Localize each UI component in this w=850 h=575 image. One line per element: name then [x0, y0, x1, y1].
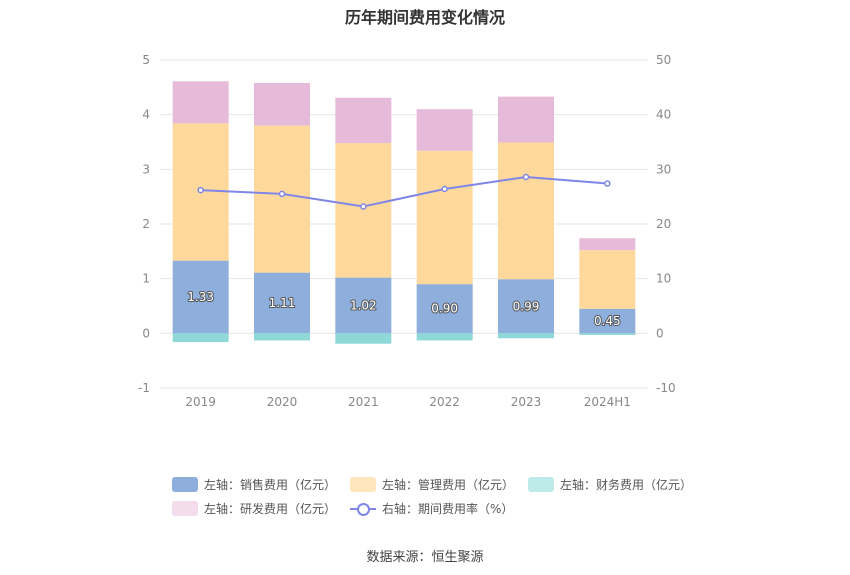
expense-ratio-point [360, 203, 367, 210]
right-axis-tick-label: 20 [656, 217, 671, 231]
left-axis-tick-label: 2 [142, 217, 150, 231]
legend-swatch-sales [172, 476, 198, 492]
bar-data-label: 0.90 [431, 302, 458, 316]
x-axis-tick-label: 2022 [429, 395, 460, 409]
expense-ratio-point [441, 185, 448, 193]
bar-segment-1 [416, 284, 473, 334]
left-axis-tick-label: 0 [142, 326, 150, 340]
bar-segment-4 [416, 109, 473, 151]
bar-segment-1 [172, 260, 229, 334]
expense-ratio-point [278, 190, 286, 198]
bar-segment-1 [335, 277, 392, 334]
left-axis-tick-label: 3 [142, 162, 150, 176]
left-axis-tick-label: 1 [142, 272, 150, 286]
right-axis-tick-label: 0 [656, 326, 664, 340]
left-axis-tick-label: 4 [142, 108, 150, 122]
bar-segment-3 [416, 333, 473, 341]
data-source: 数据来源：恒生聚源 [366, 550, 484, 565]
bar-data-label: 0.45 [594, 314, 621, 328]
legend-swatch-finance [528, 476, 555, 492]
right-axis-tick-label: 50 [656, 53, 671, 67]
bar-data-label: 0.99 [513, 299, 540, 313]
x-axis-tick-label: 2023 [511, 395, 542, 409]
legend-swatch-expense-ratio [350, 501, 377, 516]
bar-segment-2 [579, 250, 636, 309]
x-axis-tick-label: 2024H1 [584, 395, 631, 409]
right-axis-tick-label: 10 [656, 272, 671, 286]
legend-item-sales[interactable]: 左轴：销售费用（亿元） [172, 476, 336, 493]
bar-segment-4 [254, 82, 310, 126]
right-axis-tick-label: 40 [656, 108, 671, 122]
expense-ratio-point [522, 173, 530, 181]
bar-data-label: 1.33 [187, 290, 214, 304]
bar-segment-4 [579, 238, 636, 251]
x-axis-tick-label: 2019 [185, 395, 216, 409]
expense-ratio-line [200, 175, 608, 208]
legend-label-expense-ratio: 右轴：期间费用率（%） [382, 501, 514, 516]
bar-segment-3 [579, 333, 636, 335]
bar-data-label: 1.02 [350, 298, 377, 312]
bar-segment-4 [172, 81, 229, 124]
expense-ratio-point [604, 180, 611, 187]
bar-segment-3 [172, 333, 229, 343]
bar-segment-3 [498, 333, 554, 339]
bar-segment-2 [254, 125, 310, 273]
legend-swatch-rnd [172, 500, 198, 516]
bar-segment-4 [498, 96, 554, 143]
bar-segment-1 [579, 308, 636, 334]
bar-segment-2 [335, 143, 392, 278]
bar-segment-2 [498, 142, 554, 280]
bar-segment-3 [254, 333, 310, 341]
expense-ratio-point [197, 186, 204, 194]
legend-label-admin: 左轴：管理费用（亿元） [382, 477, 515, 492]
x-axis-tick-label: 2021 [348, 395, 379, 409]
legend-item-expense-ratio[interactable]: 右轴：期间费用率（%） [350, 500, 513, 517]
bar-data-label: 1.11 [269, 296, 296, 310]
chart-title: 历年期间费用变化情况 [344, 8, 505, 27]
legend-label-rnd: 左轴：研发费用（亿元） [204, 501, 337, 516]
legend-item-admin[interactable]: 左轴：管理费用（亿元） [350, 476, 514, 493]
legend-label-finance: 左轴：财务费用（亿元） [560, 477, 693, 492]
x-axis-tick-label: 2020 [267, 395, 298, 409]
bar-segment-1 [498, 279, 554, 334]
legend-label-sales: 左轴：销售费用（亿元） [204, 477, 337, 492]
bar-segment-3 [335, 333, 392, 344]
left-axis-tick-label: 5 [142, 53, 150, 67]
chart-canvas: -1 -10 0 0 1 10 2 20 3 30 4 40 5 50 1.33 2019 1.11 2020 1.… [138, 53, 676, 409]
legend-item-finance[interactable]: 左轴：财务费用（亿元） [528, 476, 692, 493]
bar-segment-4 [335, 97, 392, 144]
left-axis-tick-label: -1 [138, 381, 150, 395]
bar-segment-1 [254, 272, 310, 334]
right-axis-tick-label: -10 [656, 381, 676, 395]
right-axis-tick-label: 30 [656, 162, 671, 176]
bar-segment-2 [416, 150, 473, 285]
chart-legend: 左轴：销售费用（亿元） 左轴：管理费用（亿元） 左轴：财务费用（亿元） 左轴：研… [172, 472, 712, 520]
legend-row-1: 左轴：销售费用（亿元） 左轴：管理费用（亿元） 左轴：财务费用（亿元） [172, 472, 712, 496]
legend-row-2: 左轴：研发费用（亿元） 右轴：期间费用率（%） [172, 496, 712, 520]
legend-swatch-admin [350, 476, 377, 492]
legend-item-rnd[interactable]: 左轴：研发费用（亿元） [172, 500, 336, 517]
